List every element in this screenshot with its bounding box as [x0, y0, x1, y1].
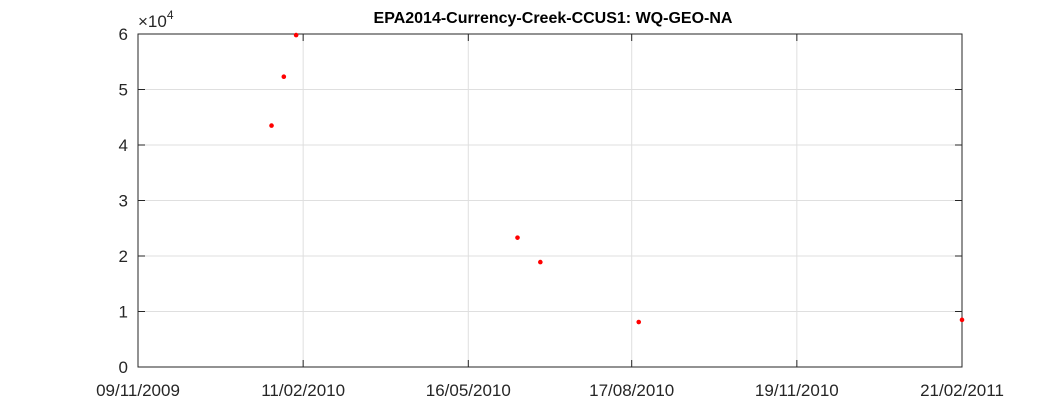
- x-tick-label: 11/02/2010: [261, 381, 345, 400]
- data-point: [538, 259, 543, 265]
- axis-ticks: [137, 33, 963, 368]
- data-point: [269, 123, 274, 128]
- y-axis-multiplier-exponent: 4: [167, 8, 174, 22]
- x-tick-label: 21/02/2011: [920, 381, 1004, 400]
- y-tick-label: 6: [119, 25, 128, 44]
- data-points: [269, 32, 965, 325]
- data-point: [959, 317, 965, 323]
- x-tick-labels: 09/11/2009 11/02/2010 16/05/2010 17/08/2010…: [96, 381, 1004, 400]
- x-tick-label: 09/11/2009: [96, 381, 180, 400]
- x-tick-label: 17/08/2010: [589, 381, 674, 400]
- y-tick-label: 1: [119, 303, 128, 322]
- x-tick-label: 19/11/2010: [755, 381, 839, 400]
- y-axis-multiplier: ×104: [138, 8, 174, 31]
- chart-title: EPA2014-Currency-Creek-CCUS1: WQ-GEO-NA: [374, 10, 733, 27]
- grid-lines: [137, 33, 963, 368]
- y-tick-label: 5: [119, 81, 128, 100]
- y-tick-label: 4: [119, 136, 128, 155]
- y-tick-label: 3: [119, 192, 128, 211]
- y-axis-multiplier-base: ×10: [138, 12, 167, 31]
- x-tick-label: 16/05/2010: [426, 381, 511, 400]
- data-point: [281, 74, 287, 80]
- data-point: [515, 235, 520, 240]
- y-tick-labels: 0 1 2 3 4 5 6: [119, 25, 128, 377]
- data-point: [636, 319, 642, 325]
- data-point: [293, 32, 299, 38]
- y-tick-label: 0: [119, 358, 128, 377]
- y-tick-label: 2: [119, 247, 128, 266]
